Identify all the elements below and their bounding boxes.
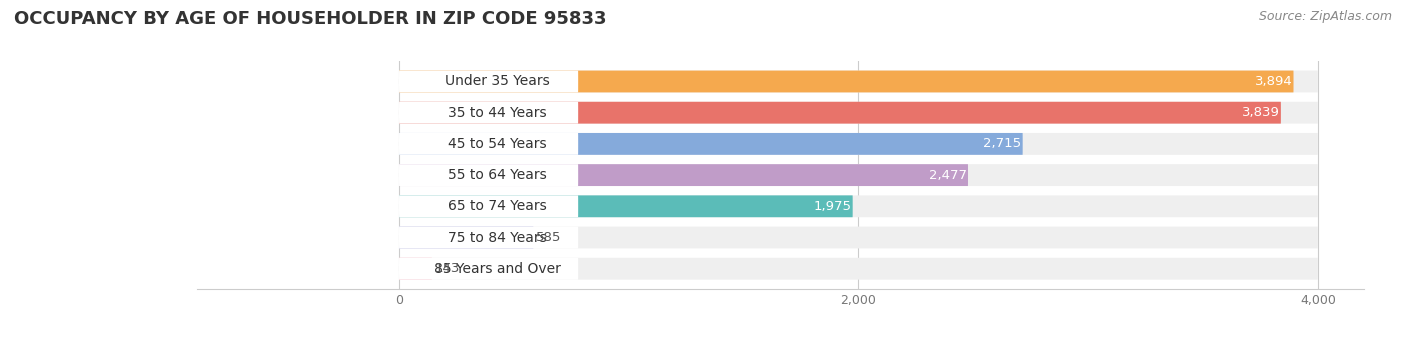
Text: 3,894: 3,894	[1254, 75, 1292, 88]
Text: 85 Years and Over: 85 Years and Over	[434, 262, 561, 276]
Text: 45 to 54 Years: 45 to 54 Years	[449, 137, 547, 151]
Text: 35 to 44 Years: 35 to 44 Years	[449, 106, 547, 120]
Text: 585: 585	[536, 231, 561, 244]
FancyBboxPatch shape	[399, 258, 1317, 279]
Text: 2,715: 2,715	[983, 137, 1022, 150]
Text: OCCUPANCY BY AGE OF HOUSEHOLDER IN ZIP CODE 95833: OCCUPANCY BY AGE OF HOUSEHOLDER IN ZIP C…	[14, 10, 606, 28]
FancyBboxPatch shape	[399, 133, 1317, 155]
FancyBboxPatch shape	[399, 195, 578, 217]
FancyBboxPatch shape	[399, 195, 1317, 217]
FancyBboxPatch shape	[399, 102, 1317, 124]
FancyBboxPatch shape	[399, 226, 578, 249]
Text: Source: ZipAtlas.com: Source: ZipAtlas.com	[1258, 10, 1392, 23]
FancyBboxPatch shape	[399, 195, 852, 217]
FancyBboxPatch shape	[399, 102, 1281, 124]
FancyBboxPatch shape	[399, 164, 578, 186]
FancyBboxPatch shape	[399, 164, 1317, 186]
Text: 143: 143	[434, 262, 460, 275]
Text: 3,839: 3,839	[1241, 106, 1279, 119]
FancyBboxPatch shape	[399, 71, 1294, 92]
FancyBboxPatch shape	[399, 164, 967, 186]
Text: 1,975: 1,975	[814, 200, 852, 213]
FancyBboxPatch shape	[399, 258, 578, 279]
FancyBboxPatch shape	[399, 226, 1317, 249]
FancyBboxPatch shape	[399, 71, 578, 92]
FancyBboxPatch shape	[399, 102, 578, 124]
Text: 55 to 64 Years: 55 to 64 Years	[449, 168, 547, 182]
FancyBboxPatch shape	[399, 133, 1022, 155]
FancyBboxPatch shape	[399, 226, 533, 249]
Text: 2,477: 2,477	[929, 169, 967, 182]
Text: Under 35 Years: Under 35 Years	[446, 74, 550, 88]
FancyBboxPatch shape	[399, 71, 1317, 92]
FancyBboxPatch shape	[399, 133, 578, 155]
Text: 65 to 74 Years: 65 to 74 Years	[449, 199, 547, 213]
FancyBboxPatch shape	[399, 258, 432, 279]
Text: 75 to 84 Years: 75 to 84 Years	[449, 231, 547, 244]
